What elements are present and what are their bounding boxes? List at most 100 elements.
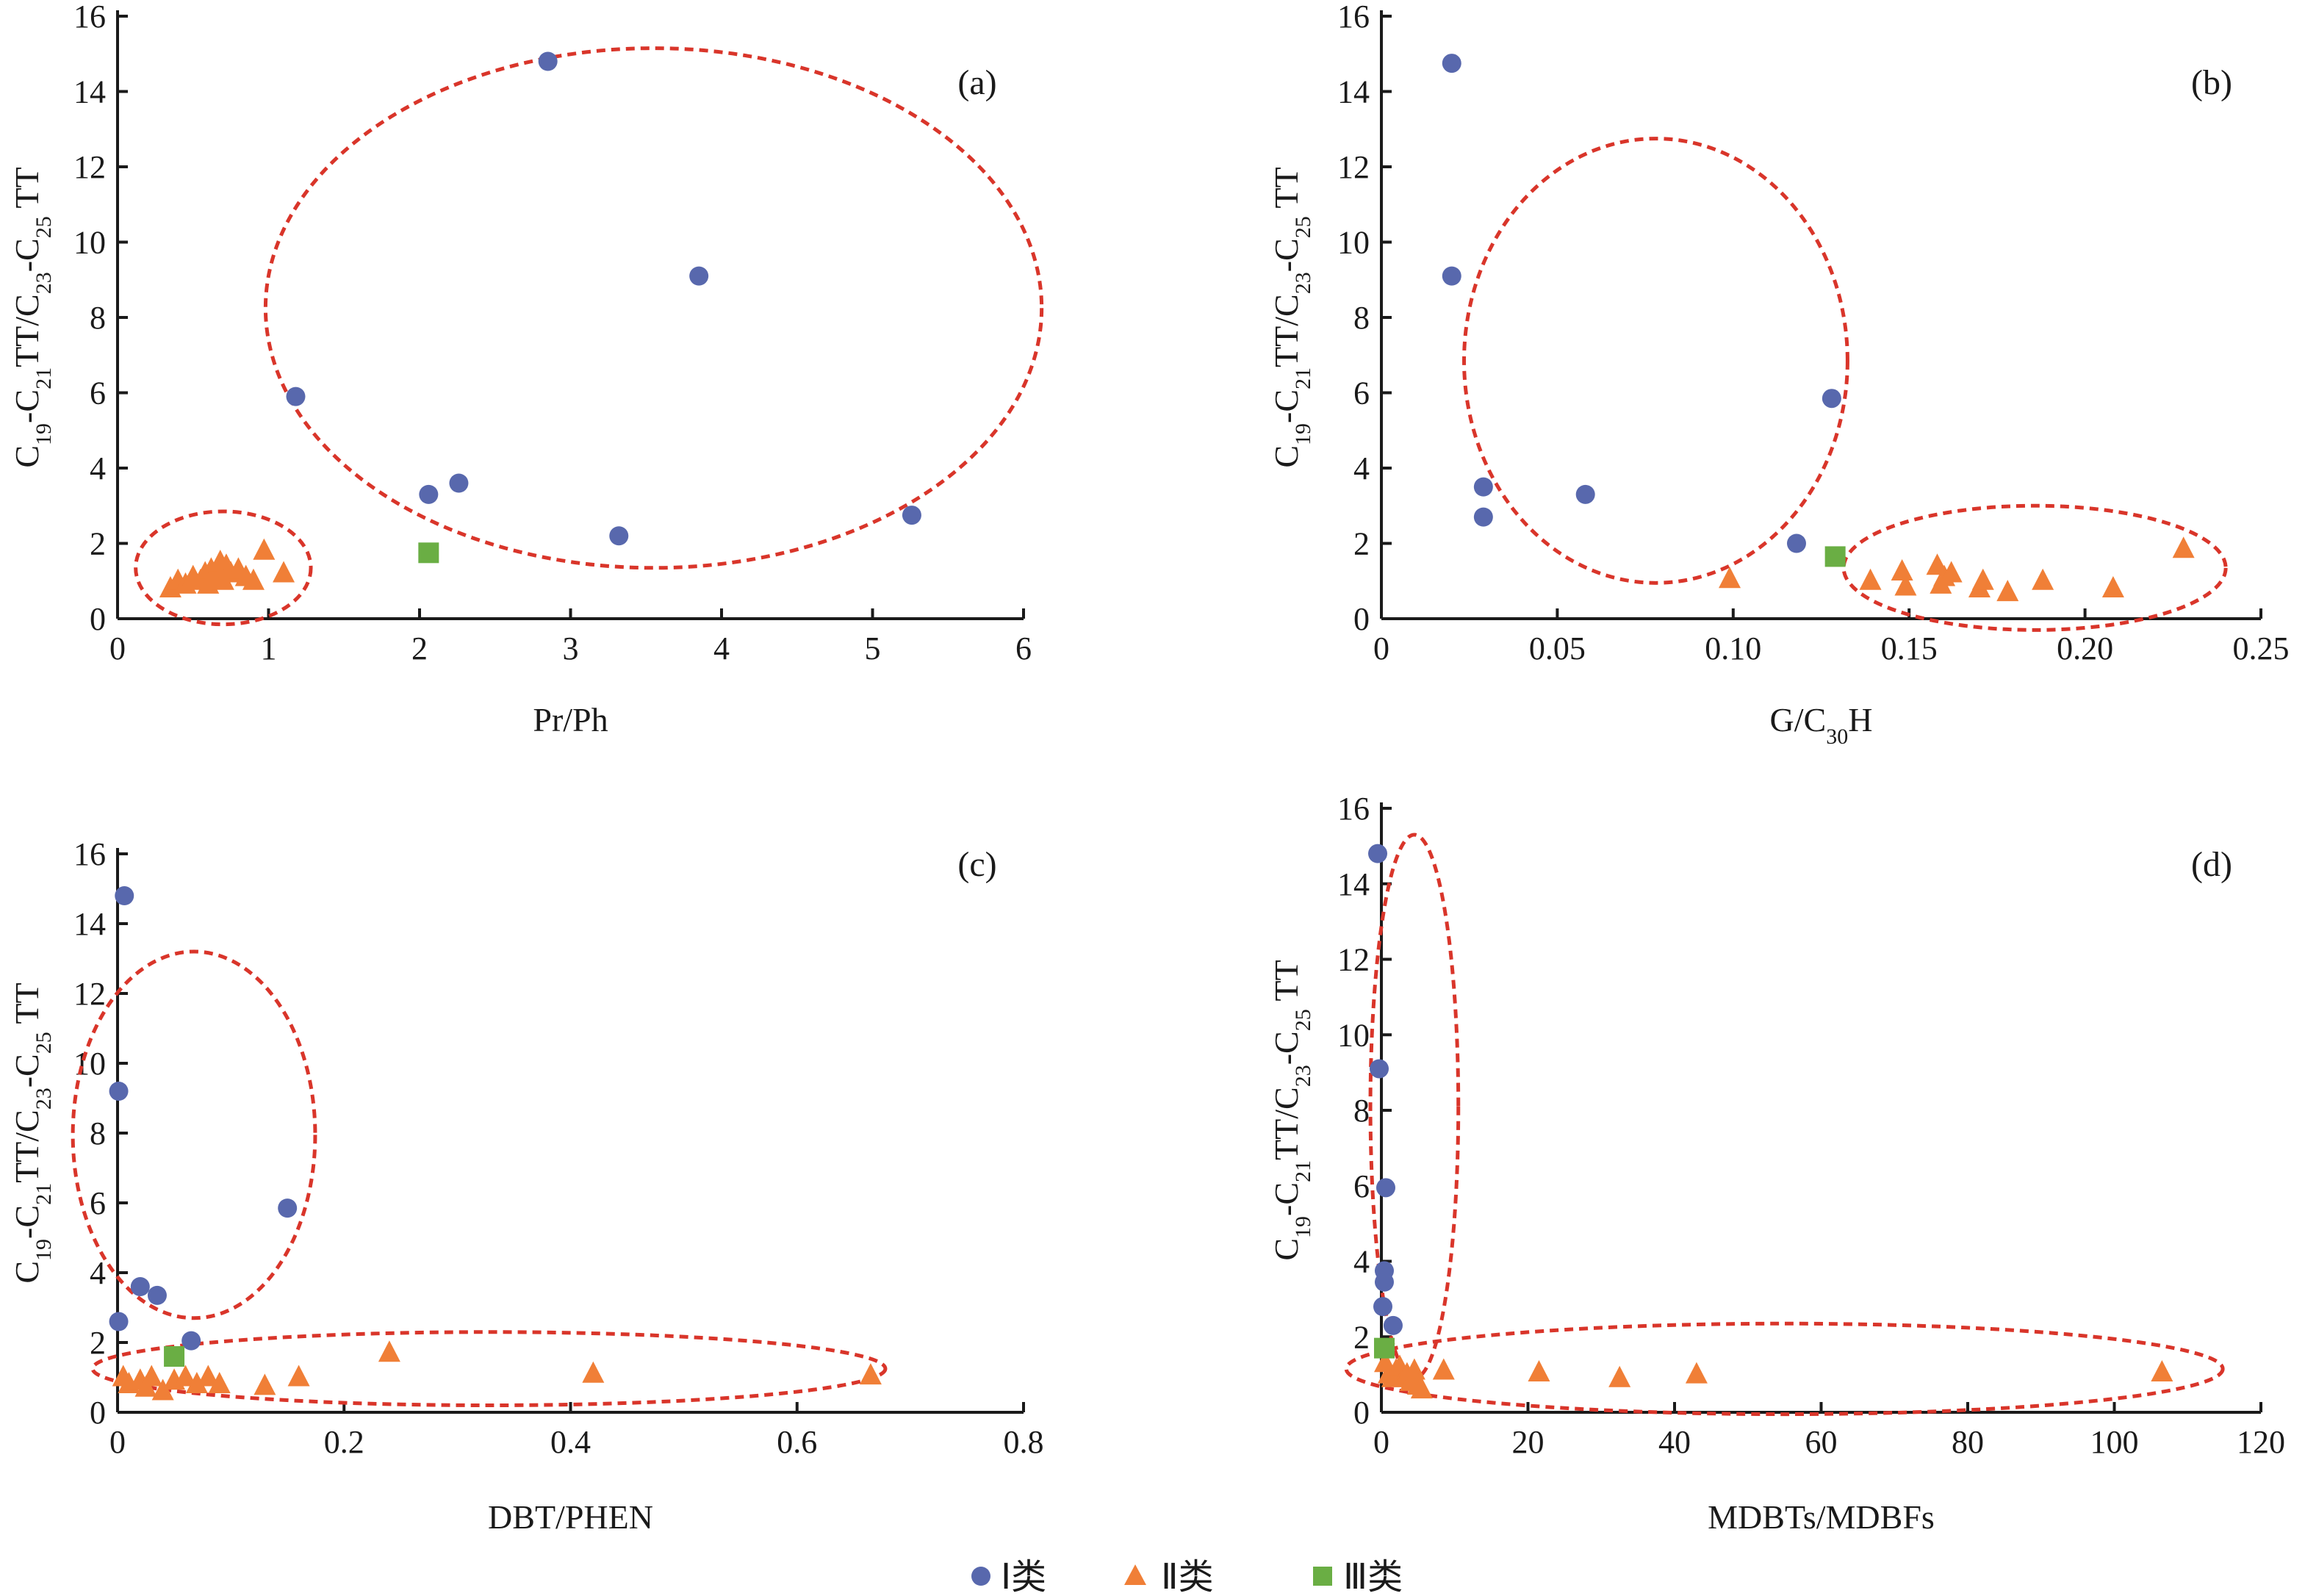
data-point-class1: [449, 473, 469, 493]
data-point-class2: [2172, 536, 2195, 558]
cluster-ellipse: [90, 1330, 888, 1407]
cluster-ellipse: [1344, 1321, 2225, 1417]
data-point-class1: [1368, 844, 1388, 863]
x-tick-label: 3: [563, 630, 579, 666]
y-axis-title: C19-C21TT/C23-C25 TT: [8, 167, 56, 467]
x-tick-label: 0.10: [1705, 630, 1761, 666]
x-tick-label: 0.4: [550, 1424, 591, 1460]
data-point-class2: [1410, 1377, 1433, 1399]
x-tick-label: 40: [1658, 1424, 1691, 1460]
data-point-class2: [1940, 561, 1963, 583]
legend-marker-class3: [1313, 1567, 1332, 1586]
data-point-class1: [1376, 1178, 1395, 1198]
x-tick-label: 0.25: [2233, 630, 2290, 666]
x-tick-label: 0.20: [2057, 630, 2113, 666]
y-tick-label: 10: [1337, 225, 1370, 261]
y-tick-label: 0: [1353, 1395, 1370, 1431]
data-point-class1: [1822, 389, 1841, 409]
data-point-class1: [1373, 1297, 1392, 1317]
x-tick-label: 0.15: [1881, 630, 1938, 666]
legend-marker-class2: [1124, 1564, 1146, 1585]
y-axis-title: C19-C21TT/C23-C25 TT: [1267, 960, 1315, 1260]
data-point-class2: [253, 538, 276, 560]
data-point-class2: [2101, 576, 2124, 597]
data-point-class2: [151, 1378, 174, 1401]
y-tick-label: 2: [90, 526, 106, 562]
panel-label: (b): [2191, 63, 2232, 102]
data-point-class1: [689, 266, 709, 286]
y-tick-label: 0: [1353, 601, 1370, 637]
y-tick-label: 8: [1353, 300, 1370, 336]
y-tick-label: 14: [73, 74, 106, 110]
data-point-class1: [419, 484, 439, 504]
data-point-class1: [147, 1285, 167, 1305]
x-tick-label: 20: [1512, 1424, 1545, 1460]
x-tick-label: 0: [109, 1424, 126, 1460]
x-tick-label: 120: [2237, 1424, 2285, 1460]
y-tick-label: 16: [1337, 0, 1370, 35]
data-point-class1: [538, 51, 558, 71]
y-tick-label: 8: [1353, 1093, 1370, 1129]
data-point-class3: [164, 1346, 185, 1367]
y-tick-label: 10: [73, 1046, 106, 1082]
panel-label: (a): [957, 63, 996, 102]
data-point-class2: [582, 1361, 605, 1383]
data-point-class1: [1473, 507, 1493, 527]
data-point-class3: [1824, 546, 1846, 567]
data-point-class3: [1373, 1337, 1395, 1359]
x-tick-label: 6: [1015, 630, 1032, 666]
y-tick-label: 10: [1337, 1017, 1370, 1053]
legend-label-class2: Ⅱ类: [1161, 1556, 1214, 1596]
cluster-ellipse: [71, 949, 317, 1320]
data-point-class1: [1442, 266, 1461, 286]
data-point-class2: [1608, 1365, 1631, 1387]
chart-panel-c: 0 0.2 0.4 0.6 0.8 0 2 4 6 8 10 12 14 16 DBT/PHEN C19-C2…: [8, 836, 1044, 1536]
x-tick-label: 0.2: [324, 1424, 364, 1460]
cluster-ellipse: [1841, 503, 2228, 632]
chart-panel-a: 0 1 2 3 4 5 60246810121416Pr/PhC19-C21TT/C23-C…: [8, 0, 1044, 738]
data-point-class2: [1971, 568, 1994, 590]
x-axis-title: DBT/PHEN: [488, 1498, 653, 1536]
data-point-class2: [1432, 1358, 1455, 1380]
x-tick-label: 0.6: [777, 1424, 817, 1460]
y-tick-label: 8: [90, 300, 106, 336]
data-point-class1: [1473, 477, 1493, 497]
x-tick-label: 80: [1952, 1424, 1984, 1460]
x-tick-label: 1: [261, 630, 277, 666]
data-point-class2: [2151, 1360, 2173, 1382]
y-tick-label: 14: [1337, 866, 1370, 902]
data-point-class2: [859, 1363, 882, 1385]
data-point-class2: [287, 1365, 310, 1387]
y-tick-label: 12: [73, 976, 106, 1012]
y-tick-label: 16: [1337, 791, 1370, 827]
y-tick-label: 12: [1337, 942, 1370, 978]
x-tick-label: 4: [713, 630, 730, 666]
cluster-ellipse: [1462, 137, 1849, 585]
data-point-class1: [1374, 1272, 1394, 1292]
legend: Ⅰ类 Ⅱ类 Ⅲ类: [971, 1556, 1403, 1596]
data-point-class2: [273, 561, 295, 583]
y-tick-label: 2: [90, 1325, 106, 1361]
data-point-class1: [1370, 1059, 1389, 1079]
data-point-class2: [185, 1372, 208, 1393]
data-point-class2: [1528, 1360, 1550, 1382]
data-point-class2: [253, 1373, 276, 1395]
data-point-class1: [181, 1331, 201, 1351]
data-point-class1: [286, 387, 306, 406]
y-tick-label: 14: [1337, 74, 1370, 110]
y-tick-label: 6: [90, 375, 106, 411]
data-point-class2: [197, 1365, 220, 1387]
x-tick-label: 0.8: [1004, 1424, 1044, 1460]
data-point-class2: [174, 1365, 197, 1387]
y-tick-label: 2: [1353, 526, 1370, 562]
data-point-class1: [115, 886, 134, 905]
x-axis-title: Pr/Ph: [533, 701, 608, 738]
data-point-class1: [278, 1198, 298, 1218]
data-point-class2: [1403, 1358, 1425, 1380]
data-point-class2: [208, 1372, 231, 1393]
cluster-ellipse: [263, 46, 1044, 570]
y-tick-label: 6: [1353, 375, 1370, 411]
y-tick-label: 16: [73, 836, 106, 872]
y-tick-label: 12: [1337, 149, 1370, 185]
